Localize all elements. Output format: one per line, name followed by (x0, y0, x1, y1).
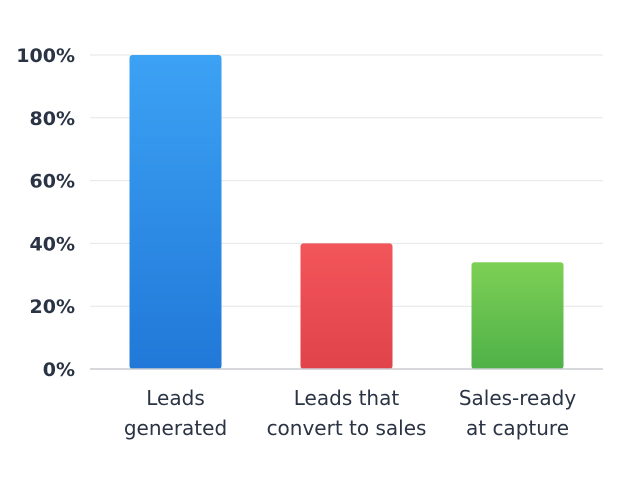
category-label: Sales-ready at capture (459, 386, 576, 440)
bar-0 (129, 55, 222, 369)
category-label-line: Sales-ready (459, 386, 576, 410)
y-tick-label: 40% (30, 233, 75, 255)
category-labels: Leads generated Leads that convert to sales… (124, 386, 576, 440)
bar-2 (471, 262, 564, 369)
y-tick-label: 60% (30, 171, 75, 193)
category-label-line: generated (124, 416, 227, 440)
y-tick-label: 0% (43, 359, 75, 381)
y-tick-label: 20% (30, 296, 75, 318)
category-label: Leads generated (124, 386, 227, 440)
category-label-line: Leads that (294, 386, 400, 410)
category-label-line: Leads (146, 386, 204, 410)
y-tick-label: 100% (16, 45, 75, 67)
y-axis-ticks: 0% 20% 40% 60% 80% 100% (16, 45, 75, 381)
bars (129, 55, 564, 369)
category-label-line: convert to sales (267, 416, 427, 440)
category-label: Leads that convert to sales (267, 386, 427, 440)
category-label-line: at capture (466, 416, 569, 440)
bar-1 (300, 243, 393, 369)
y-tick-label: 80% (30, 108, 75, 130)
